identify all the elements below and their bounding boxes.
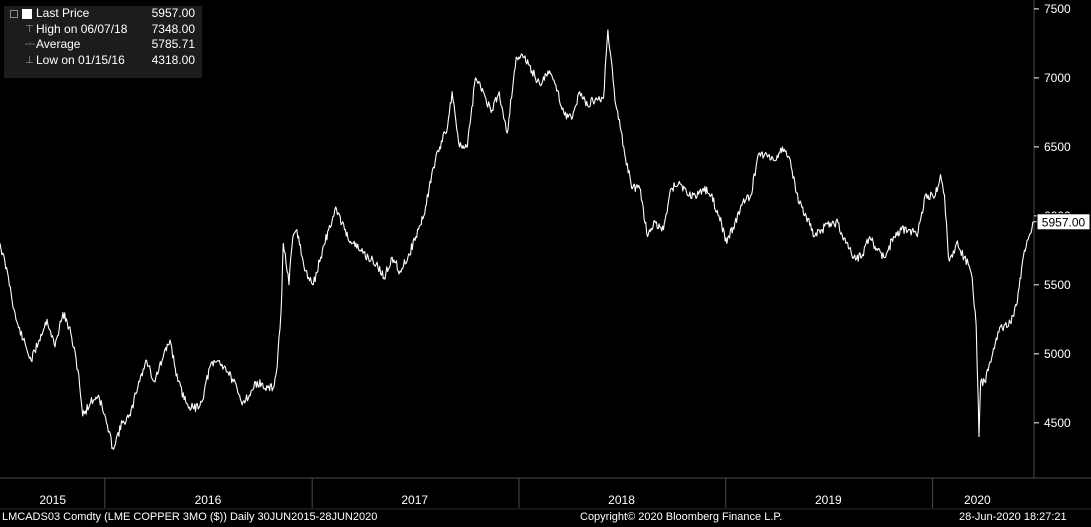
y-tick-label: 4500: [1044, 416, 1071, 430]
legend-label: Average: [36, 37, 81, 51]
legend-label: Low on 01/15/16: [36, 52, 125, 67]
x-year-label: 2020: [964, 493, 991, 507]
footer-copyright: Copyright© 2020 Bloomberg Finance L.P.: [580, 511, 783, 523]
x-year-label: 2015: [39, 493, 66, 507]
legend-value: 5957.00: [151, 6, 195, 20]
y-tick-label: 7500: [1044, 2, 1071, 16]
legend-row-low: ⊥ Low on 01/15/16 4318.00: [4, 53, 202, 69]
average-marker-icon: -◦-: [25, 39, 36, 50]
legend-row-last-price: Last Price 5957.00: [4, 6, 202, 22]
legend-row-high: ⊤ High on 06/07/18 7348.00: [4, 22, 202, 38]
x-year-label: 2017: [401, 493, 428, 507]
high-marker-icon: ⊤: [25, 23, 34, 35]
y-tick-label: 7000: [1044, 71, 1071, 85]
x-year-label: 2019: [815, 493, 842, 507]
chart-legend: Last Price 5957.00 ⊤ High on 06/07/18 73…: [4, 6, 202, 78]
legend-value: 7348.00: [151, 21, 195, 36]
legend-collapse-icon[interactable]: [10, 10, 18, 18]
legend-row-average: -◦- Average 5785.71: [4, 37, 202, 53]
white-square-swatch-icon: [22, 9, 32, 19]
y-tick-label: 5000: [1044, 347, 1071, 361]
footer-timestamp: 28-Jun-2020 18:27:21: [959, 511, 1067, 523]
y-tick-label: 6500: [1044, 140, 1071, 154]
footer-ticker: LMCADS03 Comdty (LME COPPER 3MO ($)) Dai…: [2, 511, 378, 523]
legend-label: Last Price: [36, 6, 90, 20]
legend-value: 5785.71: [151, 37, 195, 51]
last-price-tag-label: 5957.00: [1042, 215, 1086, 229]
y-tick-label: 5500: [1044, 278, 1071, 292]
last-price-series-line: [0, 29, 1034, 450]
legend-label: High on 06/07/18: [36, 21, 128, 36]
x-year-label: 2016: [195, 493, 222, 507]
legend-value: 4318.00: [151, 52, 195, 67]
low-marker-icon: ⊥: [25, 54, 34, 66]
x-year-label: 2018: [608, 493, 635, 507]
last-price-tag: [1036, 213, 1091, 231]
